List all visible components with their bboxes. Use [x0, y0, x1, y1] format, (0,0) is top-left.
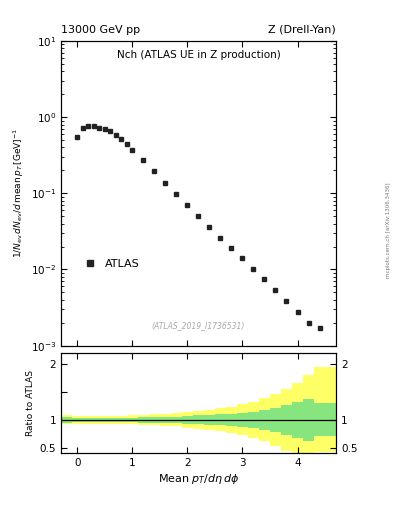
Text: mcplots.cern.ch [arXiv:1306.3436]: mcplots.cern.ch [arXiv:1306.3436]: [386, 183, 391, 278]
Y-axis label: Ratio to ATLAS: Ratio to ATLAS: [26, 370, 35, 436]
Text: 13000 GeV pp: 13000 GeV pp: [61, 25, 140, 35]
Text: Z (Drell-Yan): Z (Drell-Yan): [268, 25, 336, 35]
Y-axis label: $1/N_\mathrm{ev}\,dN_\mathrm{ev}/d\,\mathrm{mean}\,p_T\,[\mathrm{GeV}]^{-1}$: $1/N_\mathrm{ev}\,dN_\mathrm{ev}/d\,\mat…: [12, 128, 26, 259]
Text: (ATLAS_2019_I1736531): (ATLAS_2019_I1736531): [152, 322, 245, 330]
X-axis label: Mean $p_T/d\eta\,d\phi$: Mean $p_T/d\eta\,d\phi$: [158, 472, 239, 486]
Legend: ATLAS: ATLAS: [75, 254, 144, 273]
Text: Nch (ATLAS UE in Z production): Nch (ATLAS UE in Z production): [117, 50, 280, 60]
